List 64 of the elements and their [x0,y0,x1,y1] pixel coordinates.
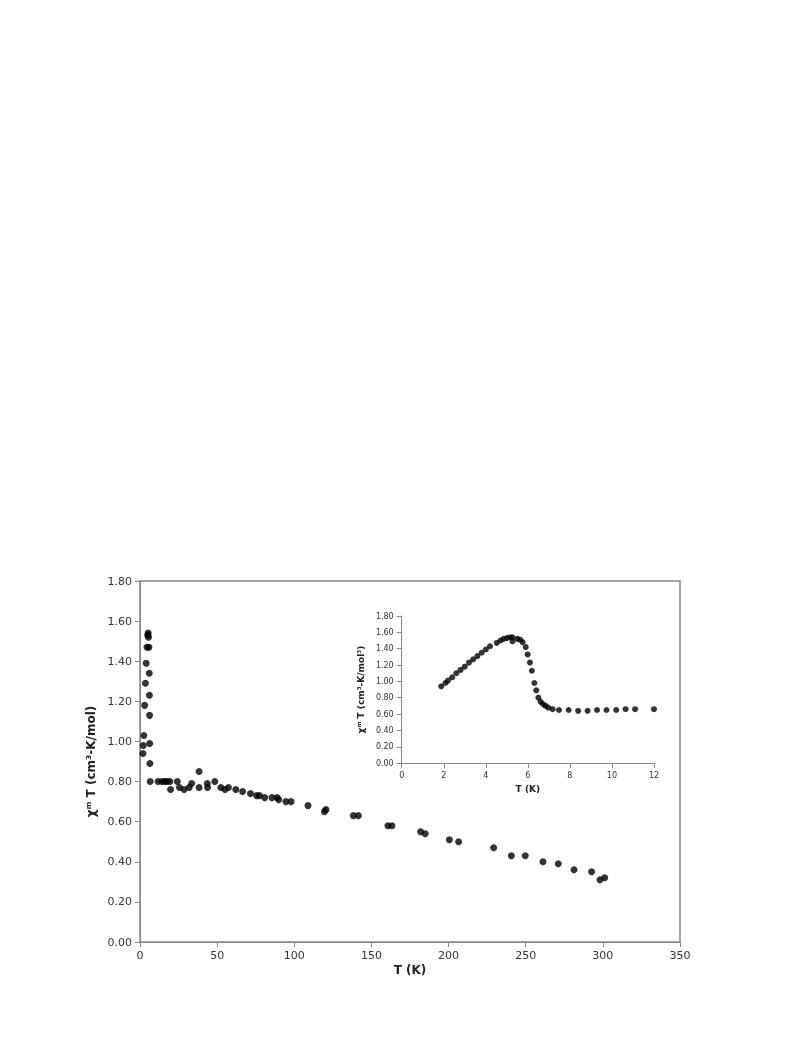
x-axis-title: T (K) [515,783,541,794]
y-axis-title: χᵐ T (cm³-K/mol) [83,705,98,818]
point [466,659,472,666]
y-tick-label: 0.20 [107,895,132,909]
x-tick-label: 4 [483,770,489,780]
x-tick-label: 10 [606,770,618,780]
point [438,683,445,690]
y-tick-label: 0.20 [375,742,394,752]
point [594,706,601,713]
point [487,643,494,650]
y-tick-label: 1.20 [107,694,132,708]
x-tick-label: 50 [210,949,225,962]
point [565,706,572,713]
point [575,707,582,714]
point [533,687,540,694]
x-tick-label: 300 [592,949,614,962]
x-tick-label: 8 [567,770,573,780]
x-tick-label: 150 [360,949,382,962]
y-tick-label: 0.60 [107,815,132,829]
point [531,680,538,687]
point [622,706,629,713]
y-tick-label: 0.80 [375,693,394,703]
y-tick-label: 0.80 [107,775,132,789]
x-tick-label: 6 [525,770,531,780]
y-tick-label: 1.00 [375,676,394,686]
x-tick-label: 200 [438,949,460,962]
x-tick-label: 0 [136,949,144,962]
y-tick-label: 0.40 [107,855,132,869]
x-axis-title: T (K) [393,963,427,977]
point [584,707,591,714]
x-tick-label: 250 [515,949,537,962]
y-tick-label: 1.80 [107,574,132,588]
y-tick-label: 0.60 [375,709,394,719]
point [478,649,485,656]
y-tick-label: 1.40 [375,644,394,654]
point [449,674,456,681]
x-tick-label: 12 [648,770,660,780]
x-tick-label: 350 [669,949,691,962]
point [524,651,531,658]
point [651,706,657,713]
point [632,706,639,713]
y-tick-label: 1.80 [375,611,394,621]
x-tick-label: 100 [283,949,305,962]
point [555,706,562,713]
y-tick-label: 1.20 [375,660,394,670]
y-tick-label: 0.00 [107,935,132,949]
point [526,659,533,666]
point [461,663,468,670]
point [549,706,556,713]
point [470,656,477,663]
point [453,670,460,677]
x-tick-label: 2 [441,770,447,780]
y-tick-label: 1.60 [107,614,132,628]
point [522,644,529,651]
y-tick-label: 0.40 [375,725,394,735]
point [613,706,620,713]
point [603,706,610,713]
y-tick-label: 0.00 [375,758,394,768]
y-axis-title: χᵐ T (cm³-K/mol³) [355,645,366,734]
y-tick-label: 1.60 [375,627,394,637]
x-tick-label: 0 [399,770,405,780]
point [528,667,535,674]
y-tick-label: 1.00 [107,734,132,748]
y-tick-label: 1.40 [107,654,132,668]
